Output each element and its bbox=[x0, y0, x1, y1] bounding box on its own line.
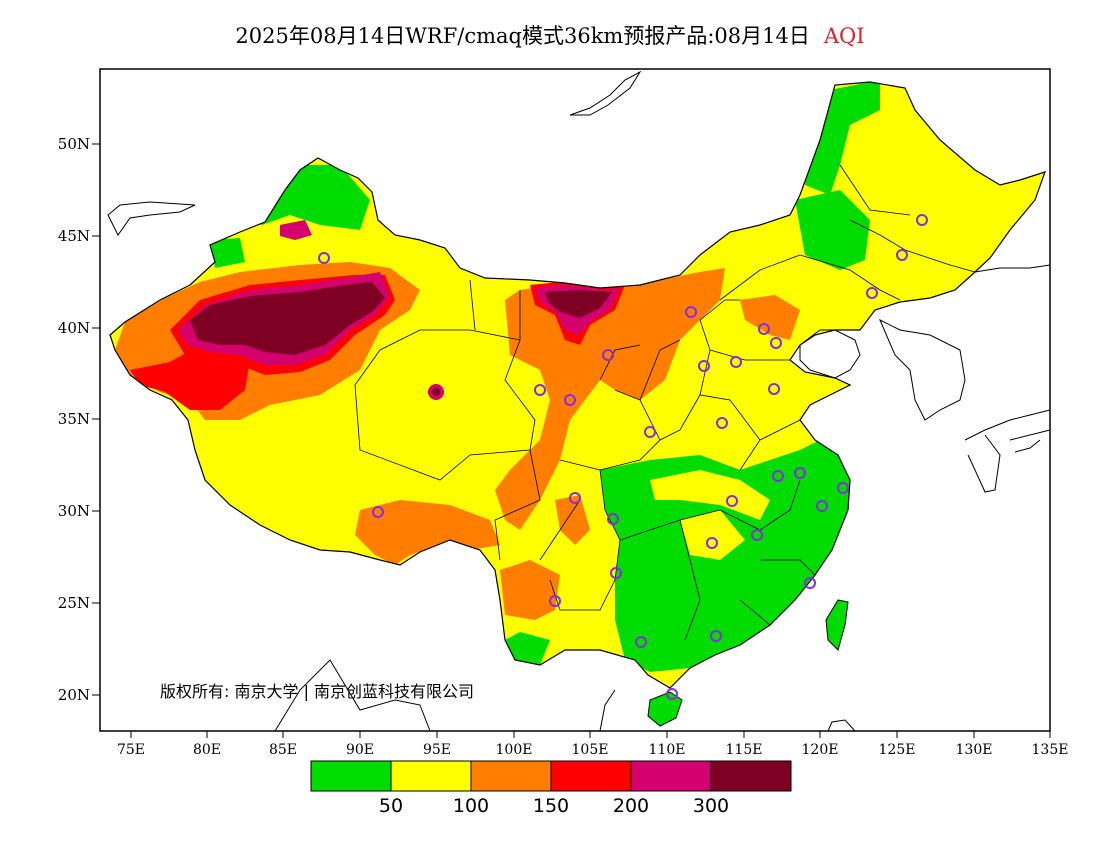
aqi-usg-sichuan bbox=[555, 495, 590, 545]
aqi-good-ili bbox=[210, 238, 245, 268]
title-variable: AQI bbox=[823, 24, 865, 48]
station-marker bbox=[666, 688, 678, 700]
lat-tick-label: 35N bbox=[58, 410, 90, 428]
station-marker bbox=[768, 383, 780, 395]
lat-tick-label: 20N bbox=[58, 686, 90, 704]
station-marker bbox=[685, 306, 697, 318]
station-marker bbox=[772, 470, 784, 482]
station-marker bbox=[770, 337, 782, 349]
station-marker bbox=[318, 252, 330, 264]
station-marker bbox=[635, 636, 647, 648]
station-marker bbox=[610, 567, 622, 579]
colorbar-segment bbox=[470, 760, 552, 792]
lon-tick-label: 120E bbox=[802, 742, 839, 758]
lon-tick-label: 90E bbox=[346, 742, 374, 758]
aqi-hazardous-spot bbox=[432, 388, 440, 396]
station-marker bbox=[716, 417, 728, 429]
station-marker bbox=[794, 467, 806, 479]
colorbar-label: 200 bbox=[613, 795, 649, 817]
lon-tick-label: 100E bbox=[496, 742, 533, 758]
colorbar-label: 300 bbox=[693, 795, 729, 817]
colorbar-segment bbox=[310, 760, 392, 792]
station-marker bbox=[569, 492, 581, 504]
station-marker bbox=[866, 287, 878, 299]
colorbar-segment bbox=[550, 760, 632, 792]
station-marker bbox=[706, 537, 718, 549]
station-marker bbox=[730, 356, 742, 368]
station-marker bbox=[816, 500, 828, 512]
aqi-usg-yunnan bbox=[500, 560, 560, 620]
island-taiwan bbox=[825, 599, 849, 651]
lat-tick-label: 30N bbox=[58, 502, 90, 520]
station-marker bbox=[896, 249, 908, 261]
lon-tick-label: 80E bbox=[193, 742, 221, 758]
lon-tick-label: 85E bbox=[269, 742, 297, 758]
title-main: 2025年08月14日WRF/cmaq模式36km预报产品:08月14日 bbox=[235, 24, 810, 48]
lat-tick-label: 25N bbox=[58, 594, 90, 612]
lat-axis: 50N 45N 40N 35N 30N 25N 20N bbox=[58, 135, 100, 704]
aqi-moderate-central bbox=[650, 470, 770, 520]
station-markers bbox=[318, 214, 928, 700]
aqi-hazardous-taklamakan bbox=[190, 282, 385, 355]
aqi-usg-beijing bbox=[740, 295, 800, 340]
lon-tick-label: 105E bbox=[572, 742, 609, 758]
aqi-hazardous-badain-jaran bbox=[545, 290, 612, 318]
station-marker bbox=[726, 495, 738, 507]
station-marker bbox=[916, 214, 928, 226]
colorbar: 50 100 150 200 300 bbox=[310, 760, 792, 817]
lon-tick-label: 115E bbox=[726, 742, 763, 758]
colorbar-segment bbox=[630, 760, 712, 792]
lon-tick-label: 135E bbox=[1032, 742, 1069, 758]
copyright-text: 版权所有: 南京大学 | 南京创蓝科技有限公司 bbox=[160, 682, 474, 701]
lon-tick-label: 110E bbox=[649, 742, 686, 758]
colorbar-segment bbox=[710, 760, 792, 792]
lon-tick-label: 95E bbox=[423, 742, 451, 758]
aqi-very-unhealthy-dzungaria bbox=[280, 220, 312, 240]
lat-tick-label: 45N bbox=[58, 227, 90, 245]
station-marker bbox=[804, 577, 816, 589]
lon-axis: 75E 80E 85E 90E 95E 100E 105E 110E 115E … bbox=[117, 731, 1069, 758]
colorbar-segment bbox=[390, 760, 472, 792]
station-marker bbox=[549, 595, 561, 607]
station-marker bbox=[698, 360, 710, 372]
station-marker bbox=[602, 349, 614, 361]
coastlines bbox=[107, 70, 1051, 732]
station-marker bbox=[710, 630, 722, 642]
aqi-moderate-hunan bbox=[680, 510, 745, 560]
lat-tick-label: 40N bbox=[58, 319, 90, 337]
station-marker bbox=[758, 323, 770, 335]
lon-tick-label: 75E bbox=[117, 742, 145, 758]
aqi-good-northeast bbox=[795, 190, 870, 270]
station-marker bbox=[644, 426, 656, 438]
lon-tick-label: 130E bbox=[956, 742, 993, 758]
lon-tick-label: 125E bbox=[879, 742, 916, 758]
map-frame bbox=[99, 68, 1051, 732]
colorbar-label: 50 bbox=[379, 795, 403, 817]
aqi-good-yunnan-south bbox=[505, 632, 550, 665]
station-marker bbox=[607, 513, 619, 525]
colorbar-label: 150 bbox=[533, 795, 569, 817]
station-marker bbox=[837, 482, 849, 494]
island-hainan bbox=[647, 691, 683, 727]
aqi-usg-north-central bbox=[495, 268, 725, 530]
station-marker bbox=[372, 506, 384, 518]
station-marker bbox=[564, 394, 576, 406]
lat-tick-label: 50N bbox=[58, 135, 90, 153]
station-marker bbox=[751, 529, 763, 541]
station-marker bbox=[534, 384, 546, 396]
colorbar-label: 100 bbox=[453, 795, 489, 817]
map-title: 2025年08月14日WRF/cmaq模式36km预报产品:08月14日 AQI bbox=[0, 20, 1100, 50]
